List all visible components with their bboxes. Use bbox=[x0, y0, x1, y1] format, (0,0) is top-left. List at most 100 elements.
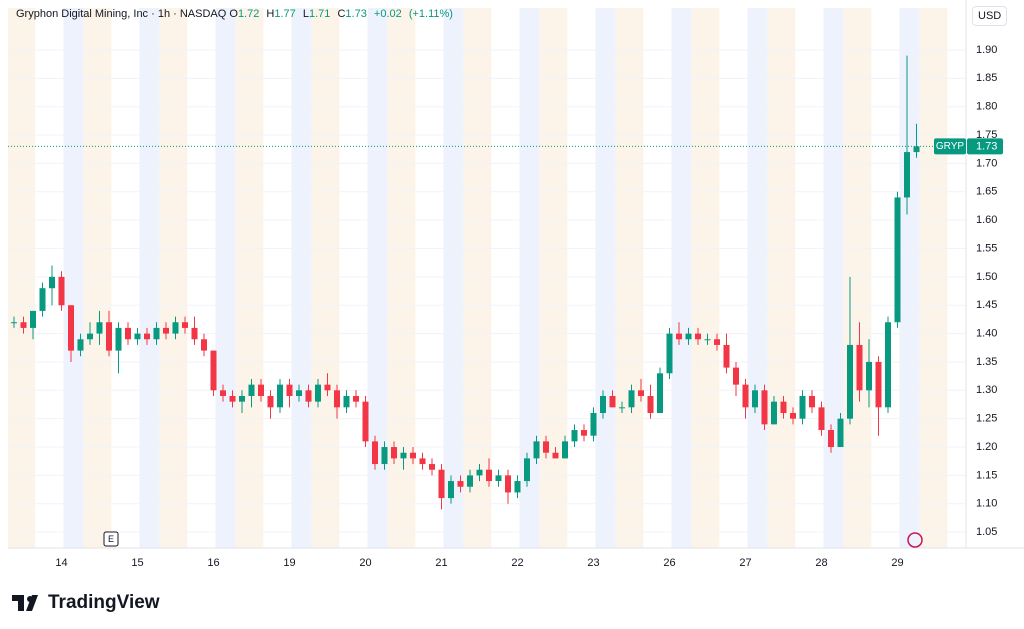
candle-body bbox=[296, 390, 302, 396]
y-tick-label: 1.20 bbox=[976, 441, 997, 453]
candle-body bbox=[372, 441, 378, 465]
y-tick-label: 1.70 bbox=[976, 157, 997, 169]
candle-body bbox=[153, 327, 160, 340]
candle-body bbox=[590, 413, 597, 436]
candle-body bbox=[476, 469, 483, 476]
ohlc-label: C bbox=[337, 8, 346, 20]
premarket-band bbox=[443, 8, 464, 548]
candle-body bbox=[353, 395, 359, 402]
ohlc-value: 1.71 bbox=[308, 8, 331, 20]
candle-body bbox=[11, 322, 17, 324]
candle-body bbox=[30, 310, 36, 328]
candle-body bbox=[134, 333, 141, 340]
candle-body bbox=[799, 395, 806, 419]
candle-body bbox=[733, 367, 739, 385]
candle-body bbox=[856, 344, 863, 391]
premarket-band bbox=[823, 8, 844, 548]
x-tick-label: 26 bbox=[663, 557, 675, 569]
premarket-band bbox=[139, 8, 160, 548]
premarket-band bbox=[747, 8, 768, 548]
candle-body bbox=[305, 390, 312, 402]
x-tick-label: 28 bbox=[815, 557, 827, 569]
y-tick-label: 1.50 bbox=[976, 271, 997, 283]
candle-body bbox=[581, 430, 587, 436]
candle-body bbox=[752, 390, 758, 408]
candle-body bbox=[571, 430, 578, 442]
candle-body bbox=[381, 447, 388, 465]
candle-body bbox=[201, 339, 207, 351]
y-tick-label: 1.85 bbox=[976, 72, 997, 84]
candle-body bbox=[543, 441, 549, 453]
y-tick-label: 1.05 bbox=[976, 526, 997, 538]
candle-body bbox=[410, 452, 416, 459]
candle-body bbox=[277, 384, 283, 408]
candle-body bbox=[666, 333, 673, 374]
candle-body bbox=[315, 384, 321, 402]
y-tick-label: 1.45 bbox=[976, 299, 997, 311]
candle-body bbox=[20, 322, 27, 328]
candle-body bbox=[49, 276, 55, 289]
afterhours-band bbox=[387, 8, 416, 548]
candle-body bbox=[761, 390, 768, 425]
candle-body bbox=[39, 288, 46, 311]
ohlc-label: L bbox=[302, 8, 309, 20]
candle-body bbox=[115, 327, 122, 351]
afterhours-band bbox=[691, 8, 720, 548]
change: +0.02 bbox=[373, 8, 402, 20]
x-tick-label: 15 bbox=[131, 557, 143, 569]
candle-body bbox=[647, 395, 654, 413]
afterhours-band bbox=[615, 8, 644, 548]
candle-body bbox=[96, 322, 103, 334]
y-tick-label: 1.90 bbox=[976, 44, 997, 56]
symbol-text: GRYP bbox=[936, 141, 964, 152]
candle-body bbox=[400, 452, 407, 459]
change-pct: (+1.11%) bbox=[408, 8, 453, 20]
x-tick-label: 14 bbox=[55, 557, 67, 569]
candle-body bbox=[866, 361, 872, 391]
candle-body bbox=[486, 469, 492, 482]
x-tick-label: 20 bbox=[359, 557, 371, 569]
candle-body bbox=[334, 390, 340, 408]
candle-body bbox=[448, 481, 454, 499]
y-tick-label: 1.55 bbox=[976, 242, 997, 254]
candle-body bbox=[828, 430, 834, 448]
candle-body bbox=[144, 333, 150, 340]
candle-body bbox=[163, 327, 169, 334]
candle-body bbox=[913, 146, 920, 153]
premarket-band bbox=[215, 8, 236, 548]
candle-body bbox=[505, 475, 511, 493]
premarket-band bbox=[367, 8, 388, 548]
x-tick-label: 21 bbox=[435, 557, 447, 569]
candle-body bbox=[87, 333, 93, 340]
candle-body bbox=[125, 327, 131, 340]
y-tick-label: 1.75 bbox=[976, 129, 997, 141]
candle-body bbox=[619, 407, 625, 409]
candle-body bbox=[248, 384, 255, 396]
candle-body bbox=[780, 401, 787, 413]
y-tick-label: 1.10 bbox=[976, 498, 997, 510]
candle-body bbox=[875, 361, 882, 408]
candle-body bbox=[182, 322, 188, 328]
afterhours-band bbox=[311, 8, 340, 548]
y-tick-label: 1.60 bbox=[976, 214, 997, 226]
candle-body bbox=[524, 458, 530, 482]
candle-body bbox=[609, 395, 616, 408]
candle-body bbox=[77, 339, 84, 351]
candle-body bbox=[258, 384, 264, 396]
logo-text: TradingView bbox=[48, 592, 160, 613]
price-tag-text: 1.73 bbox=[976, 140, 997, 152]
candle-body bbox=[429, 464, 435, 470]
candle-body bbox=[818, 407, 825, 431]
premarket-band bbox=[519, 8, 540, 548]
candle-body bbox=[704, 339, 711, 341]
symbol-tag bbox=[934, 138, 966, 155]
currency-button[interactable]: USD bbox=[972, 6, 1008, 26]
candle-body bbox=[229, 395, 236, 402]
x-tick-label: 19 bbox=[283, 557, 295, 569]
afterhours-band bbox=[919, 8, 948, 548]
afterhours-band bbox=[539, 8, 568, 548]
candle-body bbox=[809, 395, 815, 408]
earnings-box bbox=[103, 531, 119, 547]
